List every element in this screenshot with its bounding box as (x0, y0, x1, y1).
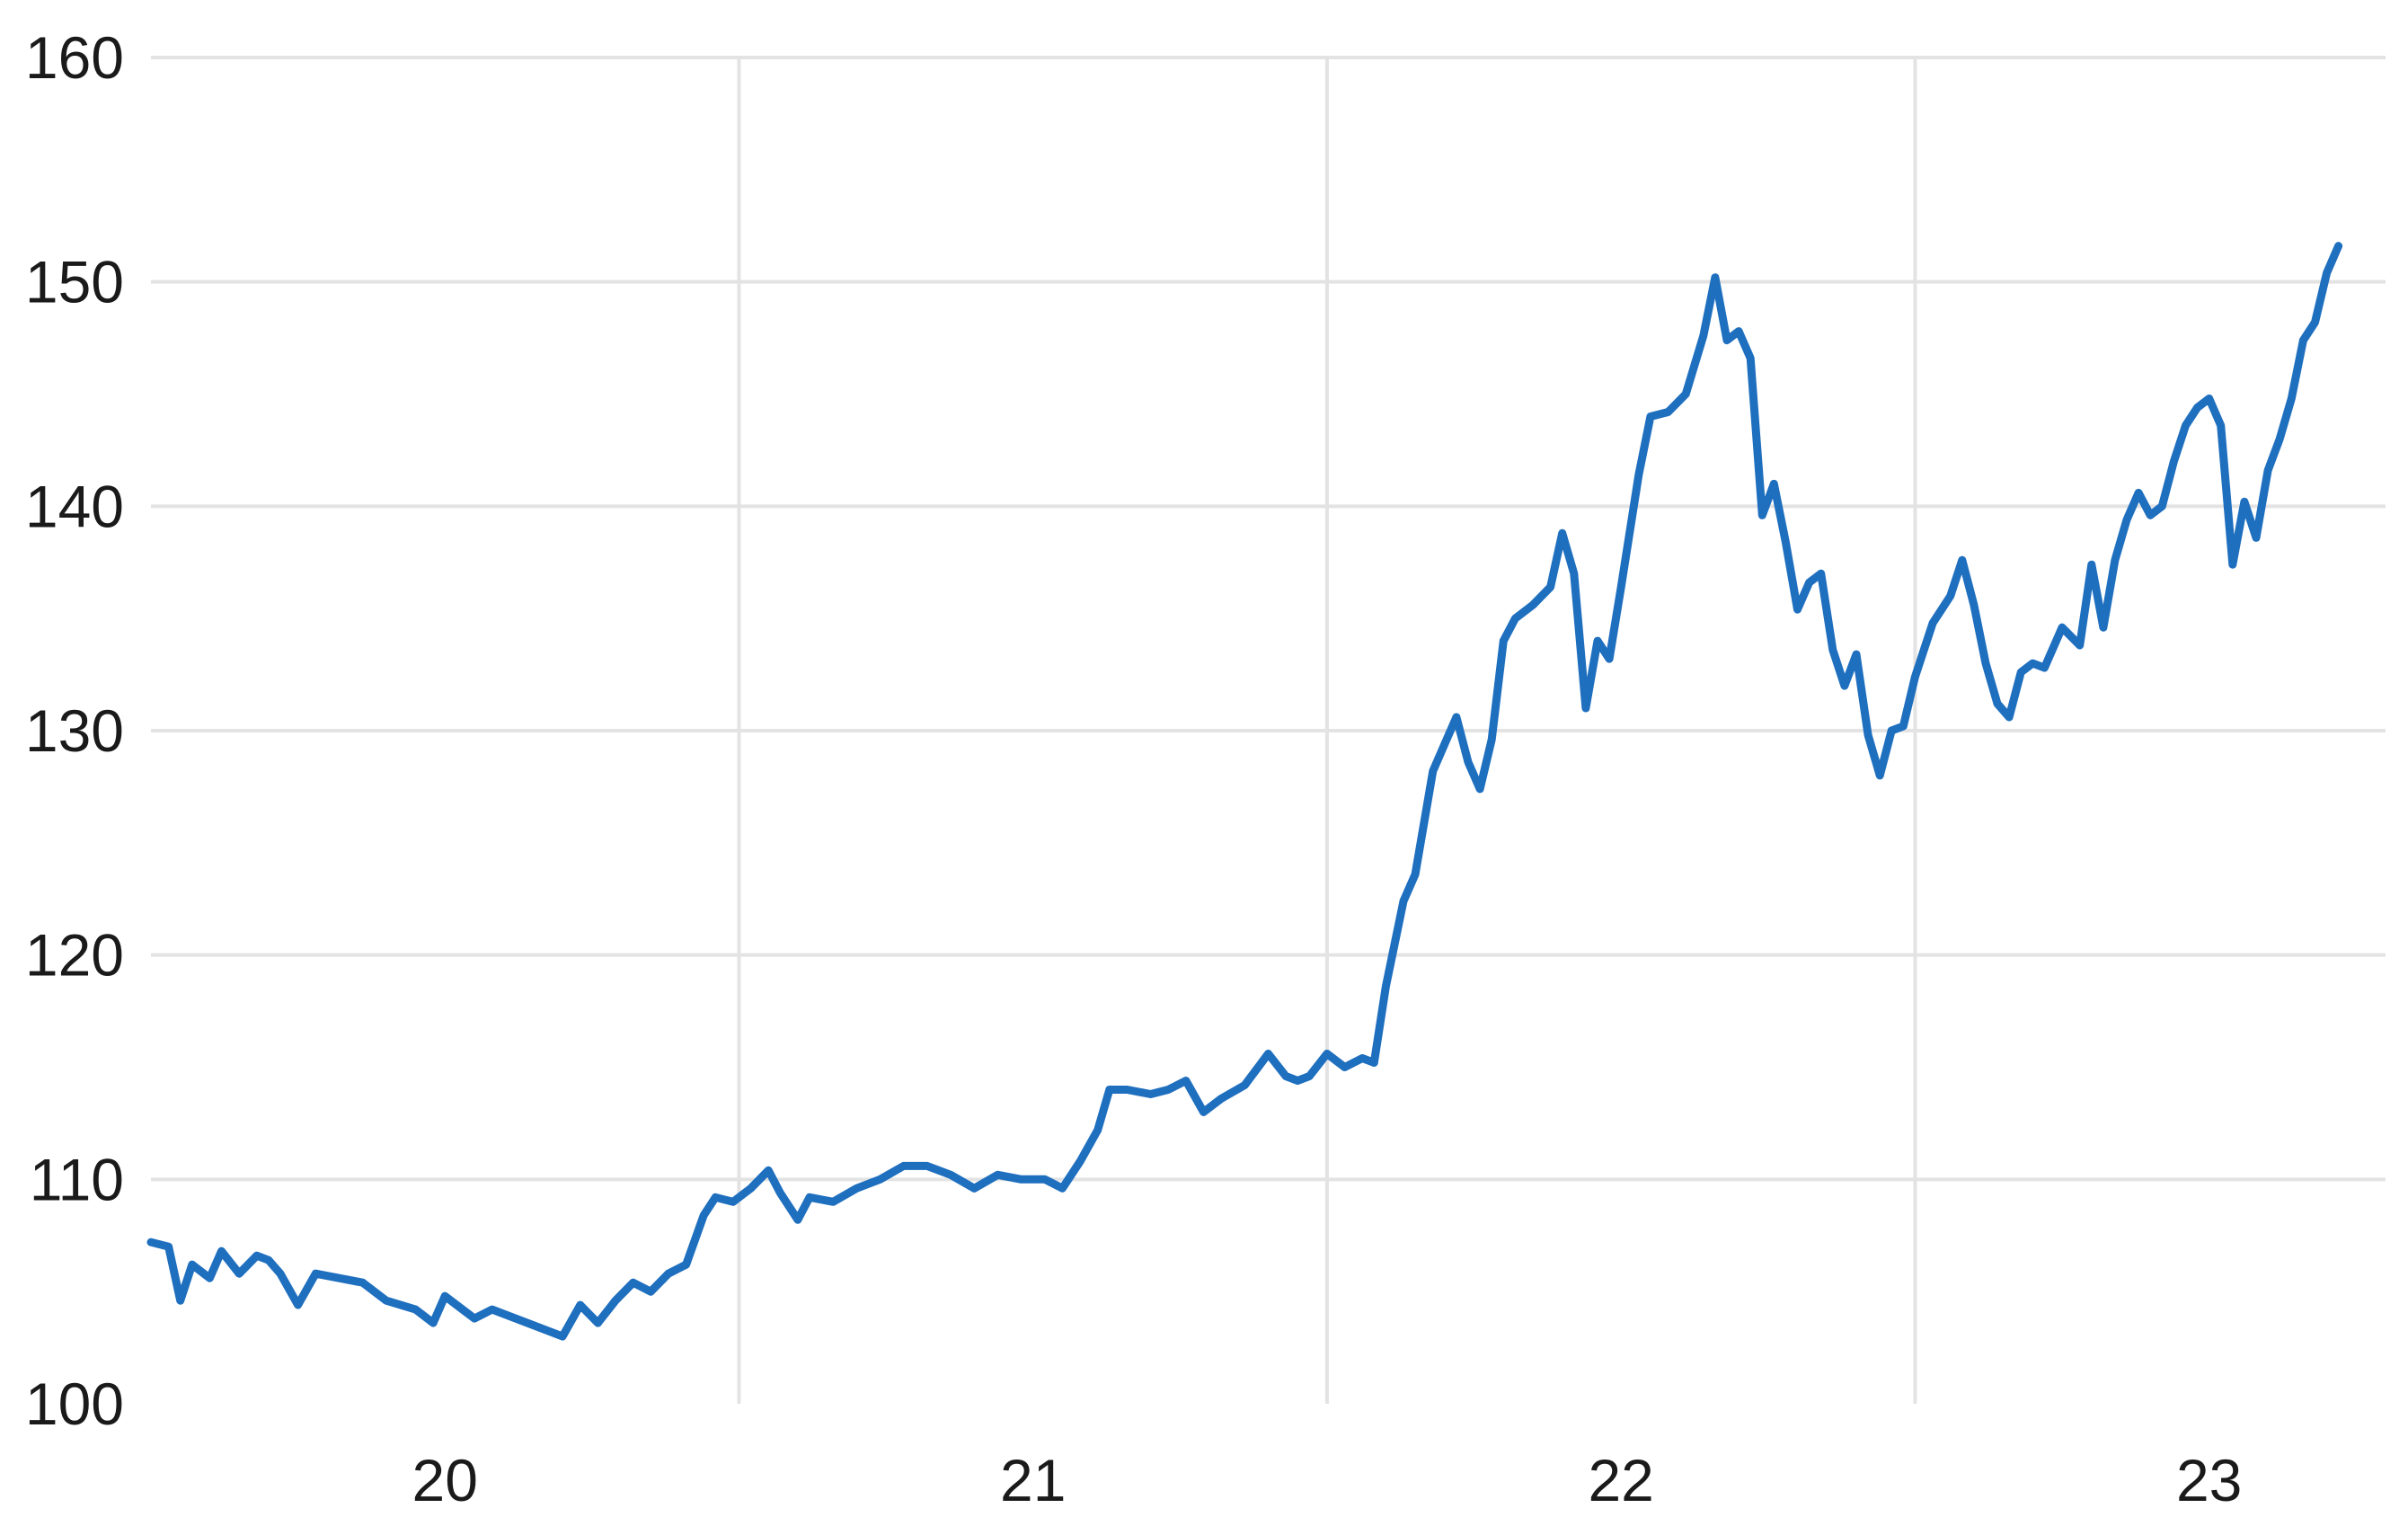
series-layer (146, 242, 2343, 1341)
y-tick-label: 140 (25, 473, 124, 539)
y-tick-label: 120 (25, 922, 124, 989)
y-tick-label: 110 (30, 1146, 124, 1212)
y-axis-tick-labels: 100 110 120 130 140 150 160 (25, 24, 124, 1437)
y-tick-label: 160 (25, 24, 124, 91)
x-tick-label: 21 (1000, 1447, 1066, 1513)
vertical-gridlines (737, 58, 1917, 1404)
x-axis-tick-labels: 20 21 22 23 (412, 1447, 2243, 1513)
horizontal-gridlines (151, 56, 2386, 1182)
x-tick-label: 22 (1588, 1447, 1653, 1513)
y-tick-label: 150 (25, 249, 124, 315)
x-tick-label: 23 (2176, 1447, 2242, 1513)
y-tick-label: 100 (25, 1371, 124, 1437)
y-tick-label: 130 (25, 697, 124, 764)
series-line-0 (146, 242, 2343, 1341)
x-tick-label: 20 (412, 1447, 478, 1513)
